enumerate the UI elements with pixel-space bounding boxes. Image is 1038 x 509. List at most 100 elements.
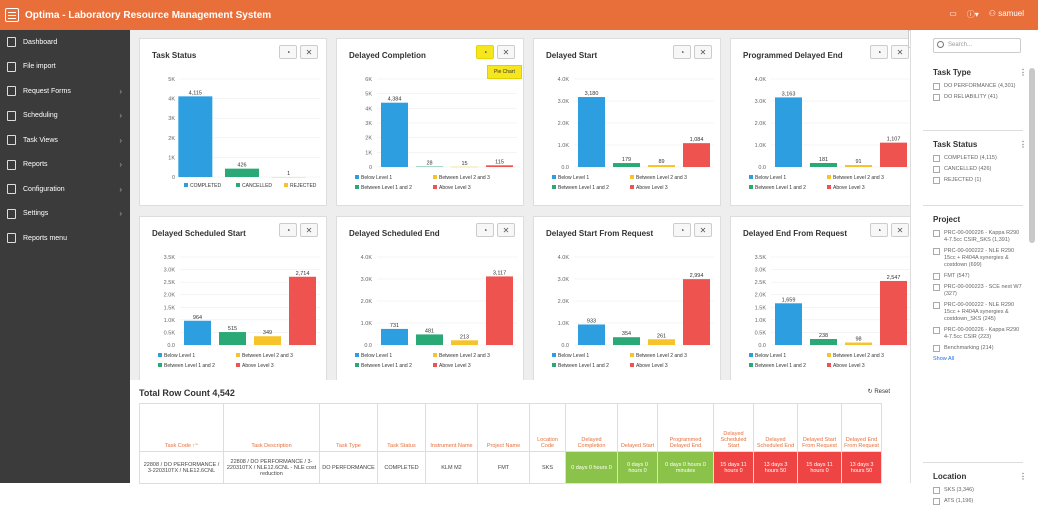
column-header[interactable]: Project Name	[478, 404, 530, 452]
column-header[interactable]: Task Type	[320, 404, 378, 452]
facet-option[interactable]: DO PERFORMANCE (4,301)	[933, 83, 1023, 90]
nav-item-scheduling[interactable]: Scheduling›	[0, 104, 130, 129]
checkbox[interactable]	[933, 248, 940, 255]
facet-option[interactable]: PRC-00-000222 - NLE R290 15cc + R404A sy…	[933, 248, 1023, 269]
facet-option[interactable]: PRC-00-000222 - NLE R290 15cc + R404A sy…	[933, 302, 1023, 323]
checkbox[interactable]	[933, 177, 940, 184]
more-icon[interactable]: ⋮	[1019, 472, 1027, 481]
checkbox[interactable]	[933, 302, 940, 309]
bar-value-label: 179	[622, 157, 631, 163]
checkbox[interactable]	[933, 83, 940, 90]
nav-item-reports[interactable]: Reports›	[0, 153, 130, 178]
close-button[interactable]: ✕	[300, 45, 318, 59]
column-header[interactable]: Location Code	[530, 404, 566, 452]
column-header[interactable]: Delayed Scheduled Start	[714, 404, 754, 452]
column-header[interactable]: Task Description	[224, 404, 320, 452]
close-button[interactable]: ✕	[694, 223, 712, 237]
table-cell: 15 days 11 hours 0	[798, 452, 842, 484]
nav-icon	[7, 160, 16, 170]
show-all-link[interactable]: Show All	[933, 356, 1023, 362]
close-button[interactable]: ✕	[497, 223, 515, 237]
more-icon[interactable]: ⋮	[1019, 140, 1027, 149]
close-button[interactable]: ✕	[694, 45, 712, 59]
legend-swatch	[630, 353, 634, 357]
table-row[interactable]: 22808 / DO PERFORMANCE / 3-220310TX / NL…	[140, 452, 882, 484]
scrollbar[interactable]	[1029, 68, 1035, 243]
column-header[interactable]: Delayed Scheduled End	[754, 404, 798, 452]
checkbox[interactable]	[933, 327, 940, 334]
bar	[451, 340, 478, 345]
user-menu[interactable]: ⚇ samuel	[989, 9, 1024, 20]
checkbox[interactable]	[933, 498, 940, 505]
close-button[interactable]: ✕	[497, 45, 515, 59]
nav-item-request-forms[interactable]: Request Forms›	[0, 79, 130, 104]
reset-button[interactable]: ↻ Reset	[868, 388, 890, 395]
facet-option[interactable]: COMPLETED (4,115)	[933, 155, 1023, 162]
facet-option[interactable]: CANCELLED (426)	[933, 166, 1023, 173]
chat-icon[interactable]: ▭	[949, 9, 957, 20]
y-tick-label: 1.0K	[164, 318, 176, 324]
bar	[219, 332, 246, 345]
pie-chart-button[interactable]: ◔	[673, 223, 691, 237]
facet-option[interactable]: Benchmarking (214)	[933, 345, 1023, 352]
close-button[interactable]: ✕	[300, 223, 318, 237]
y-tick-label: 2.0K	[755, 293, 767, 299]
legend-label: Above Level 3	[439, 363, 471, 369]
nav-item-reports-menu[interactable]: Reports menu	[0, 226, 130, 251]
column-header[interactable]: Task Code ↑⁼	[140, 404, 224, 452]
column-header[interactable]: Delayed Start	[618, 404, 658, 452]
facet-option[interactable]: REJECTED (1)	[933, 177, 1023, 184]
more-icon[interactable]: ⋮	[1019, 68, 1027, 77]
checkbox[interactable]	[933, 230, 940, 237]
bar	[648, 165, 675, 167]
close-button[interactable]: ✕	[891, 45, 909, 59]
bar-value-label: 481	[425, 328, 434, 334]
facet-option-label: PRC-00-000222 - NLE R290 15cc + R404A sy…	[944, 248, 1023, 269]
column-header[interactable]: Delayed Completion	[566, 404, 618, 452]
bar-value-label: 1,659	[782, 297, 796, 303]
nav-item-settings[interactable]: Settings›	[0, 202, 130, 227]
nav-item-task-views[interactable]: Task Views›	[0, 128, 130, 153]
facet-option[interactable]: DO RELIABILITY (41)	[933, 94, 1023, 101]
column-header[interactable]: Delayed Start From Request	[798, 404, 842, 452]
pie-chart-button[interactable]: ◔	[476, 45, 494, 59]
checkbox[interactable]	[933, 94, 940, 101]
checkbox[interactable]	[933, 273, 940, 280]
column-header[interactable]: Instrument Name	[426, 404, 478, 452]
nav-item-file-import[interactable]: File import	[0, 55, 130, 80]
pie-chart-button[interactable]: ◔	[476, 223, 494, 237]
column-header[interactable]: Delayed End From Request	[842, 404, 882, 452]
checkbox[interactable]	[933, 166, 940, 173]
pie-chart-button[interactable]: ◔	[673, 45, 691, 59]
checkbox[interactable]	[933, 487, 940, 494]
facet-option[interactable]: PRC-00-000223 - SCE next W7 (327)	[933, 284, 1023, 298]
bar	[613, 163, 640, 167]
column-header[interactable]: Programmed Delayed End	[658, 404, 714, 452]
facet-option[interactable]: SKS (3,346)	[933, 487, 1023, 494]
chart-toolbar: ◔✕	[476, 45, 515, 59]
pie-chart-button[interactable]: ◔	[870, 45, 888, 59]
legend-swatch	[552, 175, 556, 179]
checkbox[interactable]	[933, 155, 940, 162]
checkbox[interactable]	[933, 345, 940, 352]
nav-item-dashboard[interactable]: Dashboard	[0, 30, 130, 55]
pie-chart-button[interactable]: ◔	[870, 223, 888, 237]
facet-option[interactable]: PRC-00-000226 - Kappa R290 4-7.5cc CSIR …	[933, 327, 1023, 341]
close-button[interactable]: ✕	[891, 223, 909, 237]
search-input[interactable]: Search...	[933, 38, 1021, 53]
divider	[923, 130, 1023, 131]
facet-option[interactable]: ATS (1,196)	[933, 498, 1023, 505]
facet-option[interactable]: PRC-00-000226 - Kappa R290 4-7.5cc CSIR_…	[933, 230, 1023, 244]
nav-item-configuration[interactable]: Configuration›	[0, 177, 130, 202]
column-header[interactable]: Task Status	[378, 404, 426, 452]
y-tick-label: 2.0K	[361, 299, 373, 305]
legend-label: CANCELLED	[242, 183, 272, 189]
pie-chart-button[interactable]: ◔	[279, 223, 297, 237]
legend-label: Between Level 1 and 2	[755, 363, 806, 369]
chevron-right-icon: ›	[119, 87, 122, 96]
checkbox[interactable]	[933, 284, 940, 291]
menu-icon[interactable]	[5, 8, 19, 22]
help-icon[interactable]: ⓘ▾	[967, 9, 979, 20]
pie-chart-button[interactable]: ◔	[279, 45, 297, 59]
facet-option[interactable]: FMT (547)	[933, 273, 1023, 280]
